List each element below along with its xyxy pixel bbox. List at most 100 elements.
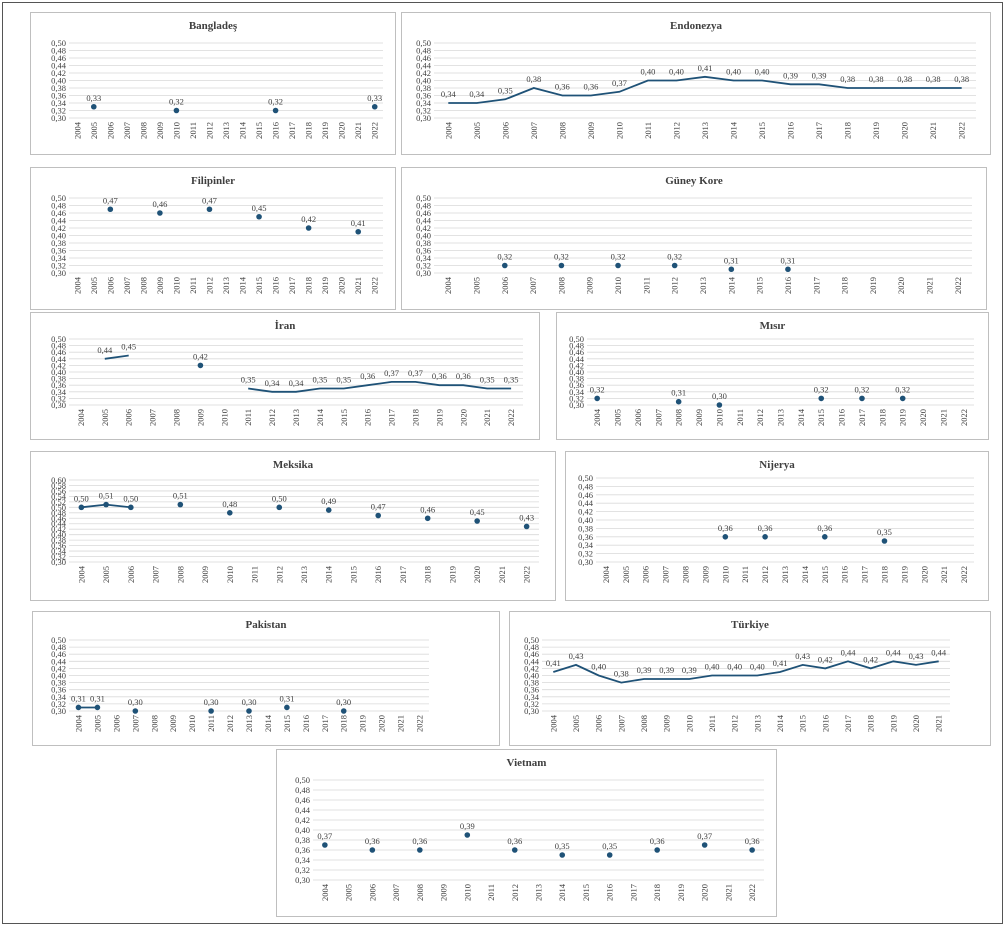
- x-tick-label: 2019: [868, 277, 878, 294]
- data-label: 0,34: [469, 89, 485, 99]
- y-tick-label: 0,34: [51, 692, 67, 702]
- x-tick-label: 2014: [729, 121, 739, 139]
- data-label: 0,44: [931, 647, 947, 657]
- x-tick-label: 2004: [592, 408, 602, 426]
- x-tick-label: 2014: [796, 408, 806, 426]
- x-tick-label: 2019: [676, 884, 686, 901]
- y-tick-label: 0,50: [416, 38, 431, 48]
- data-label: 0,35: [480, 375, 495, 385]
- x-tick-label: 2013: [299, 566, 309, 583]
- y-tick-label: 0,58: [51, 480, 66, 490]
- y-tick-label: 0,34: [416, 253, 432, 263]
- x-tick-label: 2011: [188, 122, 198, 139]
- data-label: 0,31: [671, 388, 686, 398]
- y-tick-label: 0,50: [51, 38, 66, 48]
- x-tick-label: 2020: [472, 566, 482, 583]
- data-point: [701, 842, 708, 848]
- x-tick-label: 2020: [918, 409, 928, 426]
- x-tick-label: 2009: [439, 884, 449, 901]
- data-label: 0,35: [877, 527, 892, 537]
- y-tick-label: 0,38: [416, 238, 431, 248]
- x-tick-label: 2020: [911, 715, 921, 732]
- y-tick-label: 0,30: [51, 400, 66, 410]
- x-tick-label: 2021: [396, 715, 406, 732]
- y-tick-label: 0,30: [295, 875, 310, 885]
- x-tick-label: 2019: [898, 409, 908, 426]
- x-tick-label: 2011: [740, 566, 750, 583]
- chart-nigeria: Nijerya0,300,320,340,360,380,400,420,440…: [578, 459, 974, 583]
- y-tick-label: 0,50: [416, 193, 431, 203]
- y-tick-label: 0,34: [51, 253, 67, 263]
- data-point: [558, 262, 565, 269]
- data-point: [305, 225, 312, 231]
- x-tick-label: 2004: [443, 276, 453, 294]
- x-tick-label: 2007: [528, 277, 538, 294]
- data-label: 0,35: [555, 841, 570, 851]
- data-label: 0,46: [152, 199, 167, 209]
- x-tick-label: 2006: [641, 566, 651, 583]
- data-label: 0,37: [697, 831, 712, 841]
- data-point: [284, 704, 290, 711]
- x-tick-label: 2008: [639, 715, 649, 732]
- data-label: 0,43: [795, 651, 810, 661]
- x-tick-label: 2012: [760, 566, 770, 583]
- y-tick-label: 0,36: [51, 685, 66, 695]
- chart-title: Türkiye: [731, 619, 769, 631]
- x-tick-label: 2016: [373, 566, 383, 583]
- x-tick-label: 2013: [534, 884, 544, 901]
- data-label: 0,34: [265, 378, 281, 388]
- x-tick-label: 2015: [816, 409, 826, 426]
- data-point: [177, 501, 184, 508]
- y-tick-label: 0,36: [569, 380, 584, 390]
- x-tick-label: 2017: [287, 277, 297, 294]
- x-tick-label: 2020: [377, 715, 387, 732]
- x-tick-label: 2022: [959, 566, 969, 583]
- y-tick-label: 0,38: [524, 678, 539, 688]
- data-label: 0,36: [412, 836, 427, 846]
- x-tick-label: 2011: [641, 277, 651, 294]
- data-label: 0,41: [698, 63, 713, 73]
- data-point: [325, 507, 332, 513]
- data-label: 0,37: [408, 368, 423, 378]
- y-tick-label: 0,30: [578, 557, 593, 567]
- y-tick-label: 0,44: [51, 216, 67, 226]
- x-tick-label: 2008: [415, 884, 425, 901]
- data-point: [375, 512, 382, 519]
- series-line: [104, 354, 129, 360]
- x-tick-label: 2022: [370, 122, 380, 139]
- y-tick-label: 0,42: [578, 507, 593, 517]
- chart-bangladesh: Bangladeş0,300,320,340,360,380,400,420,4…: [51, 20, 383, 139]
- x-tick-label: 2010: [225, 566, 235, 583]
- x-tick-label: 2018: [410, 409, 420, 426]
- y-tick-label: 0,44: [578, 498, 594, 508]
- data-label: 0,45: [252, 203, 267, 213]
- y-tick-label: 0,40: [569, 367, 584, 377]
- x-tick-label: 2004: [320, 883, 330, 901]
- x-tick-label: 2009: [155, 277, 165, 294]
- x-tick-label: 2005: [571, 715, 581, 732]
- y-tick-label: 0,36: [578, 532, 593, 542]
- y-tick-label: 0,36: [51, 541, 66, 551]
- data-label: 0,40: [726, 67, 741, 77]
- x-tick-label: 2005: [621, 566, 631, 583]
- x-tick-label: 2019: [871, 122, 881, 139]
- data-point: [722, 534, 729, 540]
- data-label: 0,40: [755, 67, 770, 77]
- x-tick-label: 2019: [320, 122, 330, 139]
- y-tick-label: 0,38: [51, 678, 66, 688]
- y-tick-label: 0,40: [416, 231, 431, 241]
- x-tick-label: 2019: [899, 566, 909, 583]
- x-tick-label: 2021: [934, 715, 944, 732]
- x-tick-label: 2021: [353, 122, 363, 139]
- data-label: 0,37: [317, 831, 332, 841]
- x-tick-label: 2007: [661, 566, 671, 583]
- x-tick-label: 2006: [126, 566, 136, 583]
- data-label: 0,40: [641, 67, 656, 77]
- chart-title: İran: [275, 320, 296, 332]
- x-tick-label: 2004: [443, 121, 453, 139]
- x-tick-label: 2009: [585, 277, 595, 294]
- data-label: 0,36: [758, 523, 773, 533]
- data-label: 0,30: [204, 697, 219, 707]
- x-tick-label: 2022: [522, 566, 532, 583]
